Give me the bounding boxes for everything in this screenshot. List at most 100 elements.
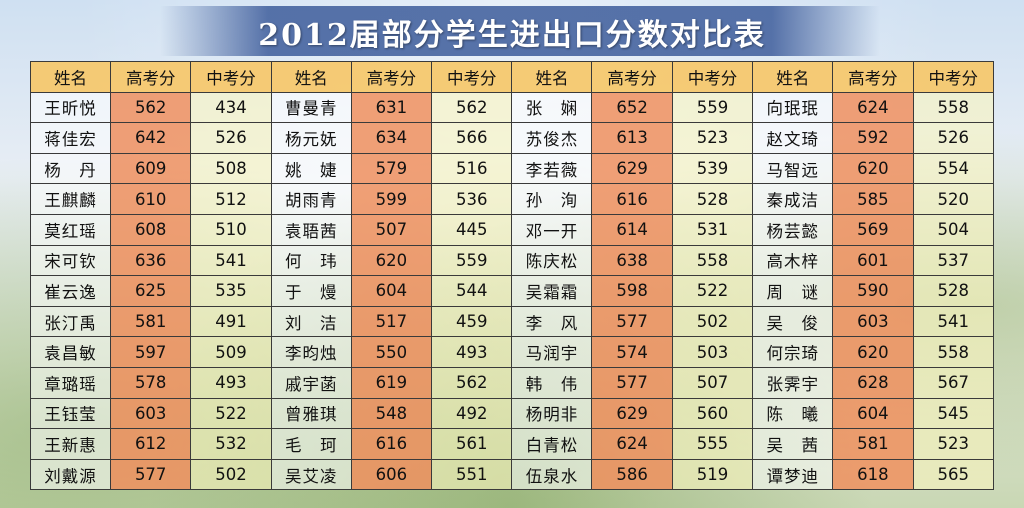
column-header-gaokao: 高考分 bbox=[110, 61, 192, 93]
table-row: 王新惠 612 532 毛 珂 616 561 白青松 624 555 吴 茜 581 523 bbox=[29, 428, 995, 460]
student-name-cell: 陈 曦 bbox=[752, 397, 834, 430]
student-name-cell: 王新惠 bbox=[29, 428, 112, 460]
zhongkao-score-cell: 492 bbox=[431, 397, 513, 430]
gaokao-score-cell: 604 bbox=[832, 397, 914, 430]
gaokao-score-cell: 652 bbox=[591, 91, 673, 124]
table-row: 杨 丹 609 508 姚 婕 579 516 李若薇 629 539 马智远 620 554 bbox=[29, 152, 995, 185]
table-row: 章璐瑶 578 493 戚宇菡 619 562 韩 伟 577 507 张霁宇 628 567 bbox=[29, 366, 995, 399]
student-name-cell: 苏俊杰 bbox=[511, 122, 593, 154]
zhongkao-score-cell: 554 bbox=[912, 152, 995, 185]
gaokao-score-cell: 618 bbox=[832, 458, 914, 491]
student-name-cell: 谭梦迪 bbox=[752, 458, 834, 491]
zhongkao-score-cell: 502 bbox=[671, 305, 754, 338]
page-title: 2012届部分学生进出口分数对比表 bbox=[258, 18, 766, 53]
gaokao-score-cell: 619 bbox=[350, 366, 433, 399]
gaokao-score-cell: 629 bbox=[591, 397, 673, 430]
zhongkao-score-cell: 512 bbox=[190, 183, 272, 215]
zhongkao-score-cell: 555 bbox=[671, 428, 754, 460]
score-table-container: 姓名 高考分 中考分 姓名 高考分 中考分 姓名 高考分 中考分 姓名 高考分 中考分 王昕悦 562 4… bbox=[29, 61, 995, 491]
gaokao-score-cell: 586 bbox=[591, 458, 673, 491]
student-name-cell: 陈庆松 bbox=[511, 244, 593, 277]
student-name-cell: 伍泉水 bbox=[511, 458, 593, 491]
table-row: 王昕悦 562 434 曹曼青 631 562 张 娴 652 559 向珉珉 624 558 bbox=[29, 91, 995, 124]
column-header-name: 姓名 bbox=[752, 61, 834, 93]
zhongkao-score-cell: 559 bbox=[431, 244, 513, 277]
student-name-cell: 毛 珂 bbox=[270, 428, 352, 460]
gaokao-score-cell: 609 bbox=[110, 152, 192, 185]
gaokao-score-cell: 620 bbox=[832, 152, 914, 185]
zhongkao-score-cell: 510 bbox=[190, 213, 272, 246]
gaokao-score-cell: 548 bbox=[350, 397, 433, 430]
gaokao-score-cell: 597 bbox=[110, 336, 192, 368]
zhongkao-score-cell: 522 bbox=[190, 397, 272, 430]
student-name-cell: 张汀禹 bbox=[29, 305, 112, 338]
student-name-cell: 杨元妩 bbox=[270, 122, 352, 154]
gaokao-score-cell: 550 bbox=[350, 336, 433, 368]
zhongkao-score-cell: 558 bbox=[671, 244, 754, 277]
zhongkao-score-cell: 541 bbox=[190, 244, 272, 277]
zhongkao-score-cell: 493 bbox=[431, 336, 513, 368]
gaokao-score-cell: 604 bbox=[350, 275, 433, 307]
student-name-cell: 赵文琦 bbox=[752, 122, 834, 154]
column-header-gaokao: 高考分 bbox=[350, 61, 433, 93]
gaokao-score-cell: 598 bbox=[591, 275, 673, 307]
student-name-cell: 曾雅琪 bbox=[270, 397, 352, 430]
gaokao-score-cell: 577 bbox=[591, 305, 673, 338]
student-name-cell: 马润宇 bbox=[511, 336, 593, 368]
student-name-cell: 刘戴源 bbox=[29, 458, 112, 491]
gaokao-score-cell: 590 bbox=[832, 275, 914, 307]
student-name-cell: 李 风 bbox=[511, 305, 593, 338]
gaokao-score-cell: 601 bbox=[832, 244, 914, 277]
gaokao-score-cell: 642 bbox=[110, 122, 192, 154]
gaokao-score-cell: 562 bbox=[110, 91, 192, 124]
zhongkao-score-cell: 545 bbox=[912, 397, 995, 430]
gaokao-score-cell: 592 bbox=[832, 122, 914, 154]
student-name-cell: 高木梓 bbox=[752, 244, 834, 277]
student-name-cell: 杨明非 bbox=[511, 397, 593, 430]
table-row: 张汀禹 581 491 刘 洁 517 459 李 风 577 502 吴 俊 603 541 bbox=[29, 305, 995, 338]
student-name-cell: 杨 丹 bbox=[29, 152, 112, 185]
table-header-row: 姓名 高考分 中考分 姓名 高考分 中考分 姓名 高考分 中考分 姓名 高考分 中考分 bbox=[29, 61, 995, 93]
zhongkao-score-cell: 562 bbox=[431, 91, 513, 124]
gaokao-score-cell: 631 bbox=[350, 91, 433, 124]
zhongkao-score-cell: 459 bbox=[431, 305, 513, 338]
student-name-cell: 吴 俊 bbox=[752, 305, 834, 338]
title-banner bbox=[160, 6, 880, 56]
student-name-cell: 何 玮 bbox=[270, 244, 352, 277]
column-header-gaokao: 高考分 bbox=[591, 61, 673, 93]
gaokao-score-cell: 603 bbox=[832, 305, 914, 338]
student-name-cell: 刘 洁 bbox=[270, 305, 352, 338]
gaokao-score-cell: 507 bbox=[350, 213, 433, 246]
zhongkao-score-cell: 522 bbox=[671, 275, 754, 307]
zhongkao-score-cell: 434 bbox=[190, 91, 272, 124]
gaokao-score-cell: 581 bbox=[832, 428, 914, 460]
gaokao-score-cell: 616 bbox=[350, 428, 433, 460]
gaokao-score-cell: 577 bbox=[591, 366, 673, 399]
zhongkao-score-cell: 565 bbox=[912, 458, 995, 491]
student-name-cell: 白青松 bbox=[511, 428, 593, 460]
gaokao-score-cell: 625 bbox=[110, 275, 192, 307]
student-name-cell: 张霁宇 bbox=[752, 366, 834, 399]
gaokao-score-cell: 638 bbox=[591, 244, 673, 277]
column-header-name: 姓名 bbox=[511, 61, 593, 93]
gaokao-score-cell: 569 bbox=[832, 213, 914, 246]
zhongkao-score-cell: 502 bbox=[190, 458, 272, 491]
student-name-cell: 周 谜 bbox=[752, 275, 834, 307]
student-name-cell: 莫红瑶 bbox=[29, 213, 112, 246]
zhongkao-score-cell: 526 bbox=[190, 122, 272, 154]
gaokao-score-cell: 578 bbox=[110, 366, 192, 399]
column-header-zhongkao: 中考分 bbox=[190, 61, 272, 93]
student-name-cell: 李昀烛 bbox=[270, 336, 352, 368]
column-header-zhongkao: 中考分 bbox=[671, 61, 754, 93]
gaokao-score-cell: 585 bbox=[832, 183, 914, 215]
zhongkao-score-cell: 539 bbox=[671, 152, 754, 185]
student-name-cell: 崔云逸 bbox=[29, 275, 112, 307]
student-name-cell: 于 熳 bbox=[270, 275, 352, 307]
student-name-cell: 马智远 bbox=[752, 152, 834, 185]
table-body: 王昕悦 562 434 曹曼青 631 562 张 娴 652 559 向珉珉 624 558 蒋佳宏 6… bbox=[29, 91, 995, 491]
score-comparison-table: 姓名 高考分 中考分 姓名 高考分 中考分 姓名 高考分 中考分 姓名 高考分 中考分 王昕悦 562 4… bbox=[29, 61, 995, 491]
zhongkao-score-cell: 516 bbox=[431, 152, 513, 185]
gaokao-score-cell: 624 bbox=[832, 91, 914, 124]
table-row: 莫红瑶 608 510 袁䎸茜 507 445 邓一开 614 531 杨芸懿 569 504 bbox=[29, 213, 995, 246]
table-row: 袁昌敏 597 509 李昀烛 550 493 马润宇 574 503 何宗琦 620 558 bbox=[29, 336, 995, 368]
